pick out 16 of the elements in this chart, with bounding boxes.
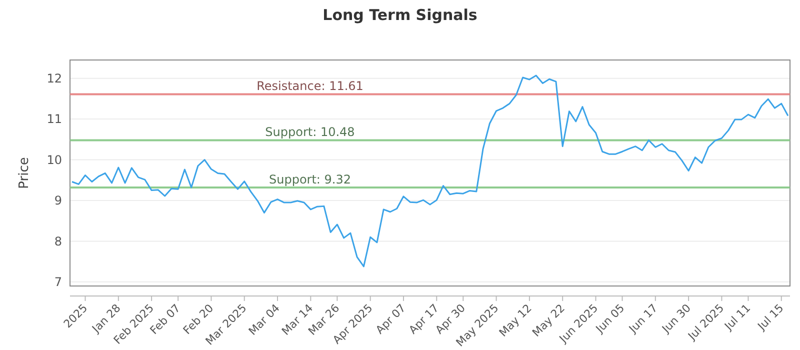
x-tick-label: Mar 04 [246, 302, 282, 338]
y-tick-label: 7 [54, 275, 62, 290]
y-tick-label: 8 [54, 234, 62, 248]
x-tick-label: Jul 15 [754, 302, 786, 334]
y-axis-title: Price [17, 157, 32, 189]
y-tick-label: 9 [54, 194, 62, 208]
ref-line-label: Support: 9.32 [268, 172, 352, 186]
x-tick-label: Jun 17 [626, 302, 660, 336]
ref-line-label: Resistance: 11.61 [256, 79, 364, 94]
ref-line-label: Support: 10.48 [265, 125, 355, 140]
chart-title: Long Term Signals [322, 6, 478, 24]
line-series [71, 74, 789, 268]
y-tick-label: 12 [46, 72, 62, 86]
y-tick-label: 10 [46, 152, 62, 167]
y-tick-label: 11 [46, 112, 62, 126]
x-tick-label: Apr 07 [373, 302, 408, 337]
